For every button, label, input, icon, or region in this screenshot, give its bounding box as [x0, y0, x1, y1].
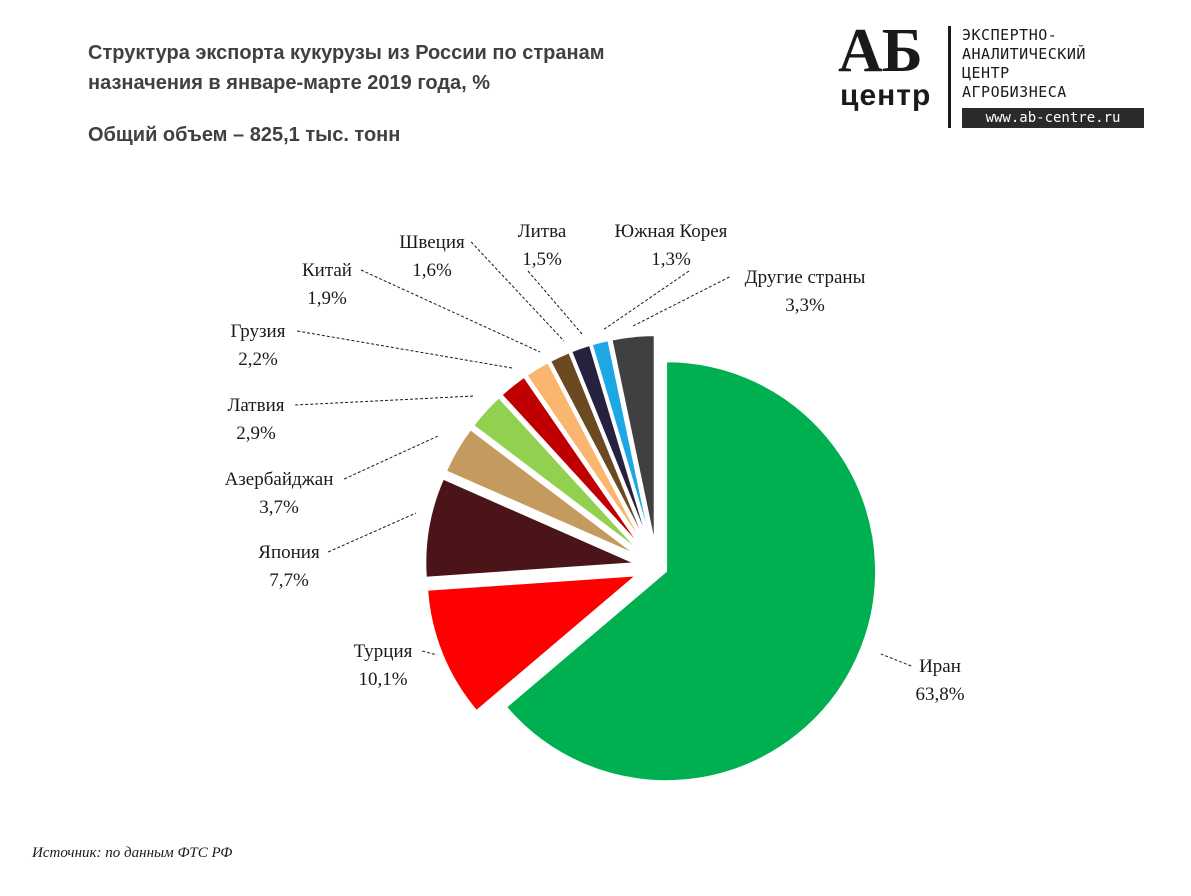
- leader-line-южная-корея: [602, 270, 690, 331]
- slice-label-value: 10,1%: [358, 669, 407, 690]
- slice-label-name: Турция: [354, 641, 413, 662]
- slice-label-name: Иран: [919, 656, 961, 677]
- leader-line-литва: [527, 270, 583, 335]
- logo-caption: ЭКСПЕРТНО- АНАЛИТИЧЕСКИЙ ЦЕНТР АГРОБИЗНЕ…: [962, 26, 1086, 102]
- slice-label-турция: Турция 10,1%: [354, 641, 413, 690]
- slice-label-value: 1,5%: [522, 249, 562, 270]
- slice-label-value: 1,6%: [412, 260, 452, 281]
- logo-line-4: АГРОБИЗНЕСА: [962, 83, 1067, 101]
- leader-line-турция: [422, 650, 438, 656]
- slice-label-value: 3,3%: [785, 295, 825, 316]
- ab-centre-logo: АБ центр ЭКСПЕРТНО- АНАЛИТИЧЕСКИЙ ЦЕНТР …: [836, 20, 1148, 130]
- slice-label-name: Китай: [302, 260, 352, 281]
- slice-label-швеция: Швеция 1,6%: [399, 232, 465, 281]
- logo-line-2: АНАЛИТИЧЕСКИЙ: [962, 45, 1086, 63]
- logo-line-3: ЦЕНТР: [962, 64, 1010, 82]
- pie-slice-азербайджан: [444, 427, 639, 557]
- leader-line-китай: [360, 269, 541, 353]
- slice-label-value: 63,8%: [915, 684, 964, 705]
- slice-label-литва: Литва 1,5%: [518, 221, 567, 270]
- pie-slice-швеция: [548, 350, 649, 548]
- pie-slice-иран: [504, 360, 878, 783]
- slice-label-value: 2,9%: [236, 423, 276, 444]
- slice-label-name: Литва: [518, 221, 567, 242]
- pie-slice-турция: [426, 574, 640, 713]
- slice-label-value: 1,9%: [307, 288, 347, 309]
- pie-slice-литва: [569, 343, 651, 547]
- pie-slice-китай: [525, 360, 647, 549]
- logo-url: www.ab-centre.ru: [962, 108, 1144, 128]
- slice-label-name: Япония: [258, 542, 320, 563]
- slice-label-name: Азербайджан: [225, 469, 334, 490]
- slice-label-name: Латвия: [227, 395, 284, 416]
- slice-label-другие-страны: Другие страны 3,3%: [745, 267, 866, 316]
- leader-line-иран: [880, 653, 912, 667]
- slice-label-латвия: Латвия 2,9%: [227, 395, 284, 444]
- leader-line-япония: [327, 512, 417, 553]
- slice-label-value: 2,2%: [238, 349, 278, 370]
- leader-line-латвия: [295, 395, 475, 406]
- slice-label-value: 1,3%: [651, 249, 691, 270]
- slice-label-азербайджан: Азербайджан 3,7%: [225, 469, 334, 518]
- slice-label-япония: Япония 7,7%: [258, 542, 320, 591]
- logo-divider: [948, 26, 951, 128]
- slice-label-китай: Китай 1,9%: [302, 260, 352, 309]
- slice-label-name: Грузия: [231, 321, 286, 342]
- logo-mark-centr: центр: [840, 79, 932, 112]
- slice-labels: Иран 63,8% Турция 10,1% Япония 7,7% Азербайджа…: [225, 221, 965, 705]
- source-note: Источник: по данным ФТС РФ: [32, 845, 233, 861]
- pie-slice-грузия: [500, 375, 645, 551]
- pie-slice-южная-корея: [590, 338, 653, 546]
- leader-lines: [295, 241, 912, 667]
- slice-label-южная-корея: Южная Корея 1,3%: [615, 221, 728, 270]
- leader-line-другие-страны: [632, 276, 730, 327]
- leader-line-швеция: [470, 241, 565, 342]
- slice-label-name: Швеция: [399, 232, 465, 253]
- slice-label-value: 7,7%: [269, 570, 309, 591]
- chart-title: Структура экспорта кукурузы из России по…: [88, 42, 605, 94]
- slice-label-name: Южная Корея: [615, 221, 728, 242]
- logo-mark-ab: АБ: [838, 17, 923, 85]
- pie-slice-япония: [424, 477, 636, 579]
- slice-label-иран: Иран 63,8%: [915, 656, 964, 705]
- slice-label-name: Другие страны: [745, 267, 866, 288]
- slice-label-value: 3,7%: [259, 497, 299, 518]
- pie-slices: [424, 334, 878, 783]
- pie-slice-другие-страны: [610, 334, 656, 546]
- leader-line-азербайджан: [343, 435, 439, 480]
- pie-slice-латвия: [471, 395, 642, 553]
- leader-line-грузия: [297, 330, 513, 369]
- logo-line-1: ЭКСПЕРТНО-: [962, 26, 1058, 44]
- slice-label-грузия: Грузия 2,2%: [231, 321, 286, 370]
- chart-subtitle: Общий объем – 825,1 тыс. тонн: [88, 124, 401, 146]
